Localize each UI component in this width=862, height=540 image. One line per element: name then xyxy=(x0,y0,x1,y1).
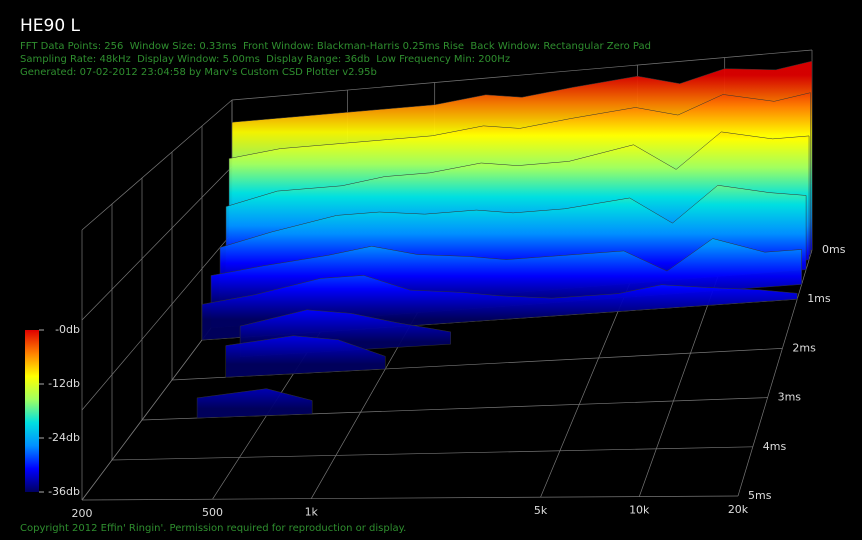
x-tick-label: 200 xyxy=(72,507,93,520)
x-tick-label: 5k xyxy=(534,504,548,517)
chart: HE90 L FFT Data Points: 256 Window Size:… xyxy=(0,0,862,540)
info-line: Sampling Rate: 48kHz Display Window: 5.0… xyxy=(20,54,510,65)
z-tick-label: 1ms xyxy=(807,292,831,305)
x-tick-label: 20k xyxy=(728,503,749,516)
z-tick-label: 0ms xyxy=(822,243,846,256)
info-line: FFT Data Points: 256 Window Size: 0.33ms… xyxy=(20,41,651,52)
info-line: Generated: 07-02-2012 23:04:58 by Marv's… xyxy=(20,67,377,78)
color-bar xyxy=(25,330,39,492)
z-tick-label: 5ms xyxy=(748,489,772,502)
x-tick-label: 500 xyxy=(202,506,223,519)
chart-title: HE90 L xyxy=(20,16,81,36)
color-bar-label: -12db xyxy=(48,377,80,390)
copyright: Copyright 2012 Effin' Ringin'. Permissio… xyxy=(20,523,406,534)
color-bar-label: -24db xyxy=(48,431,80,444)
z-tick-label: 4ms xyxy=(763,440,787,453)
z-tick-label: 3ms xyxy=(778,391,802,404)
color-bar-label: -36db xyxy=(48,485,80,498)
color-bar-label: -0db xyxy=(55,323,80,336)
x-tick-label: 10k xyxy=(629,504,650,517)
x-tick-label: 1k xyxy=(305,506,319,519)
z-tick-label: 2ms xyxy=(792,341,816,354)
